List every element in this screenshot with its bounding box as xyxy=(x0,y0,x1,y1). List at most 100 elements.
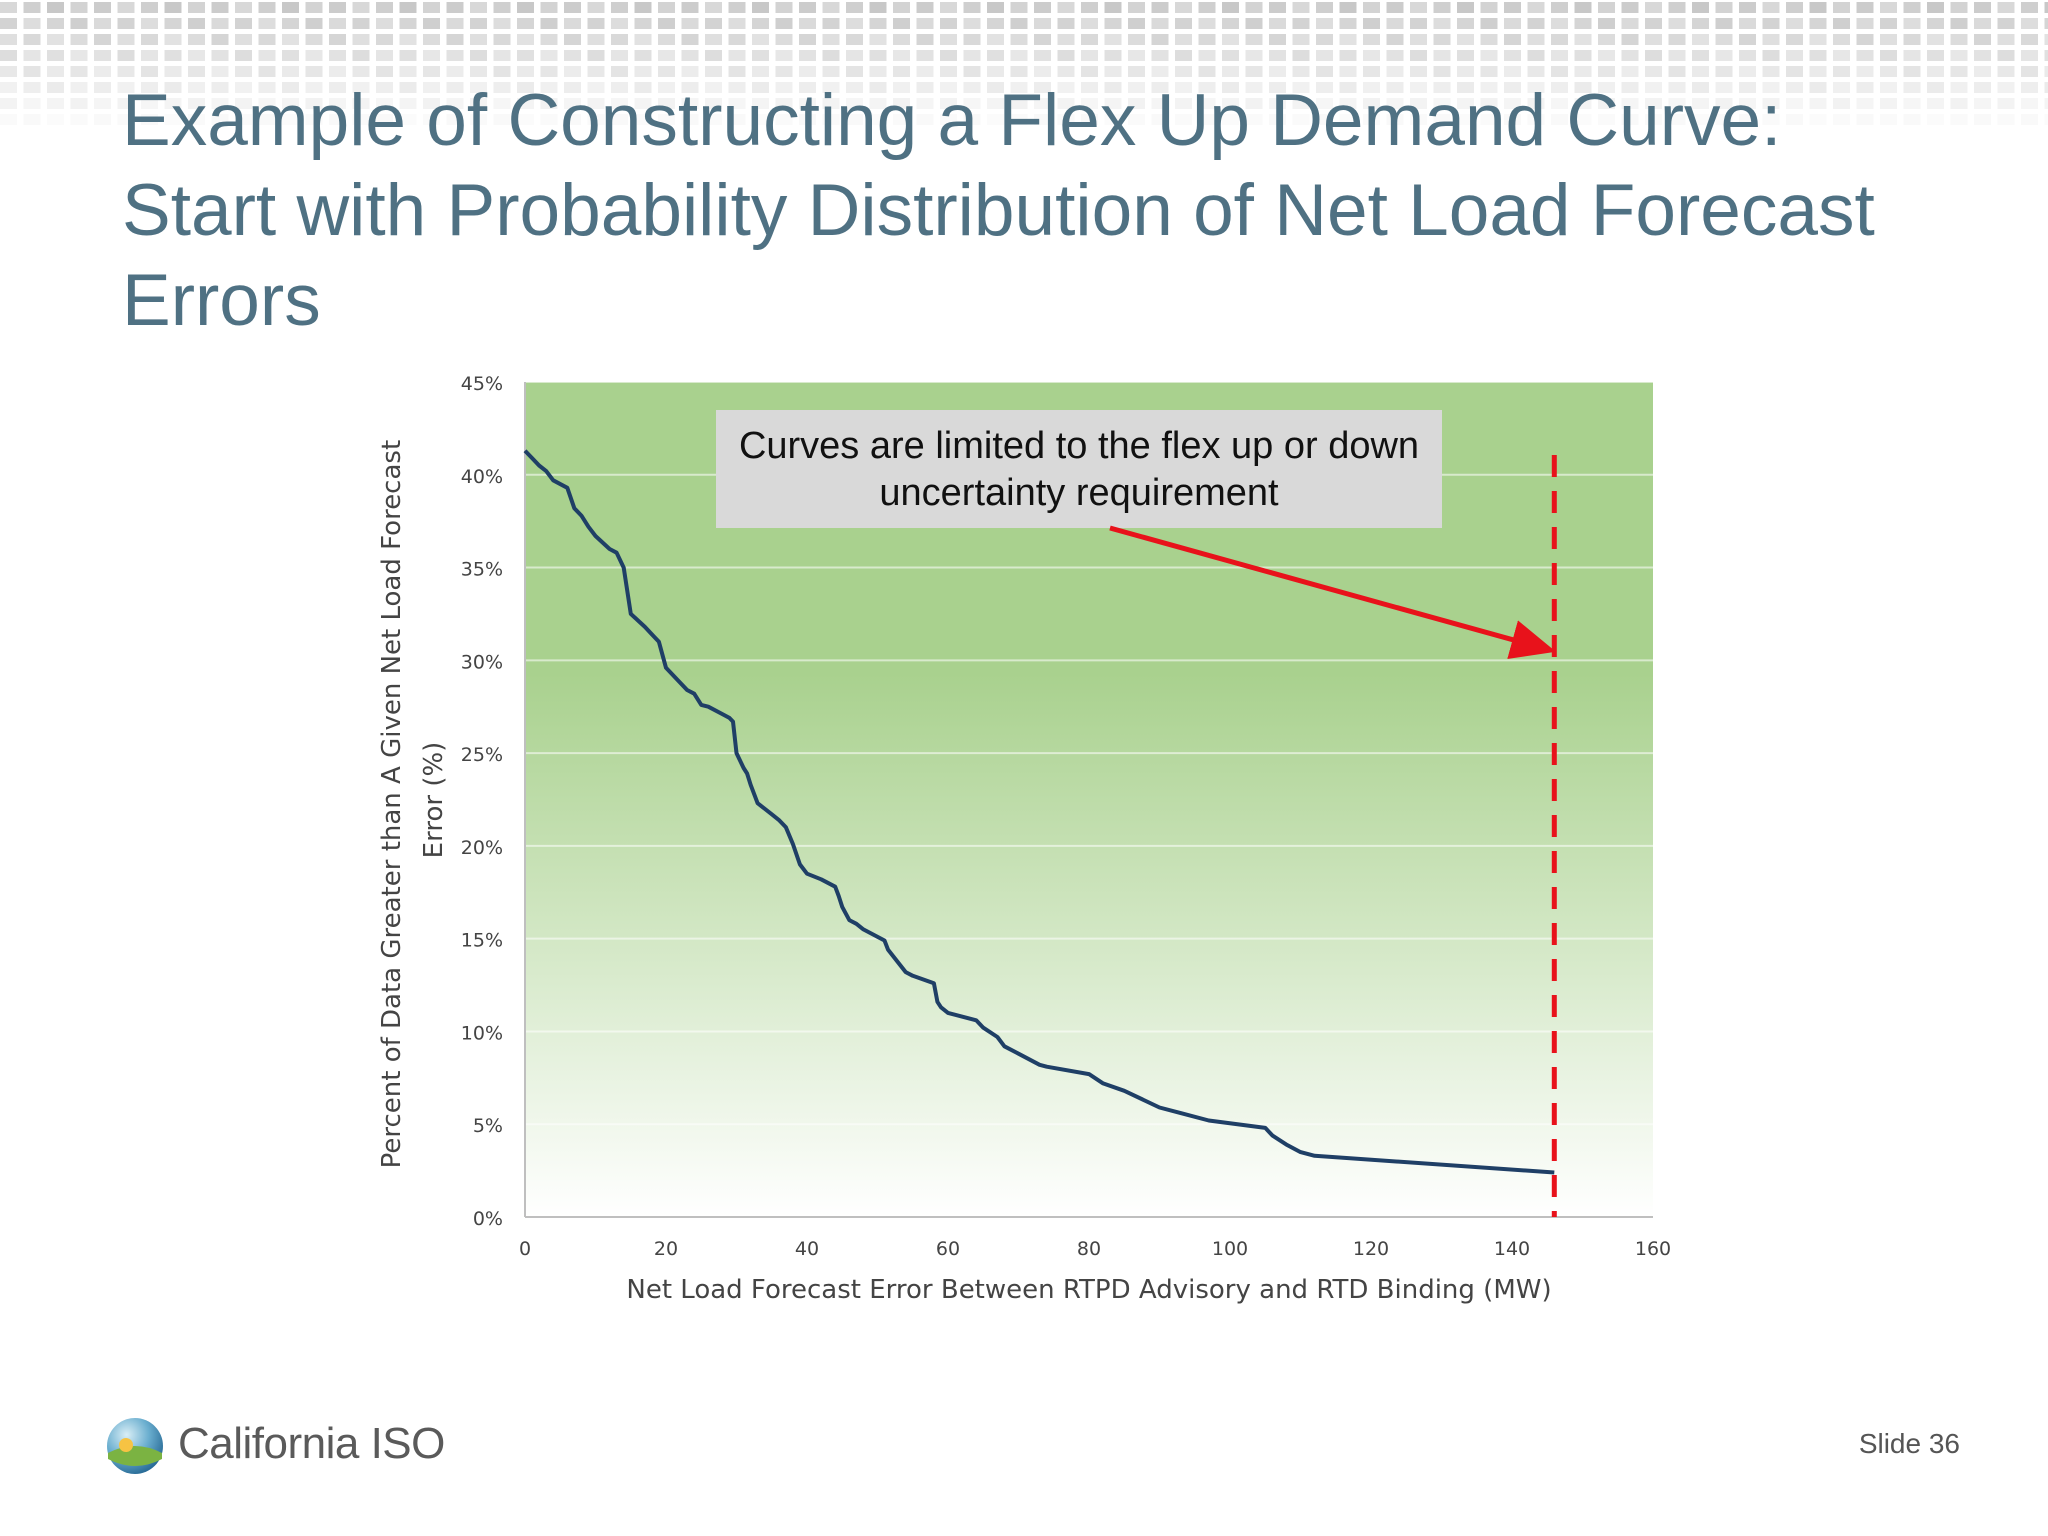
header-pattern-tile xyxy=(587,34,605,45)
header-pattern-tile xyxy=(1927,18,1944,29)
header-pattern-tile xyxy=(1316,34,1333,45)
header-pattern-tile xyxy=(1715,2,1733,13)
header-pattern-tile xyxy=(329,98,346,109)
header-pattern-tile xyxy=(1175,18,1192,29)
y-tick-label: 15% xyxy=(461,930,503,952)
header-pattern-tile xyxy=(1645,66,1662,77)
callout-box: Curves are limited to the flex up or dow… xyxy=(716,410,1442,528)
header-pattern-tile xyxy=(987,114,1004,125)
header-pattern-tile xyxy=(1198,82,1216,93)
header-pattern-tile xyxy=(681,66,699,77)
header-pattern-tile xyxy=(822,34,840,45)
header-pattern-tile xyxy=(1833,114,1850,125)
header-pattern-tile xyxy=(2044,82,2048,93)
header-pattern-tile xyxy=(1339,98,1357,109)
header-pattern-tile xyxy=(1645,82,1662,93)
header-pattern-tile xyxy=(446,18,464,29)
header-pattern-tile xyxy=(188,34,205,45)
header-pattern-tile xyxy=(1551,34,1568,45)
header-pattern-tile xyxy=(305,34,323,45)
slide-title-line-1: Example of Constructing a Flex Up Demand… xyxy=(122,80,1782,161)
header-pattern-tile xyxy=(1151,34,1169,45)
header-pattern-tile xyxy=(141,2,158,13)
header-pattern-tile xyxy=(1715,34,1733,45)
header-pattern-tile xyxy=(2044,34,2048,45)
header-pattern-tile xyxy=(1715,50,1733,61)
header-pattern-tile xyxy=(188,66,205,77)
header-pattern-tile xyxy=(634,98,652,109)
header-pattern-tile xyxy=(1245,18,1263,29)
header-pattern-tile xyxy=(846,82,863,93)
header-pattern-tile xyxy=(1574,66,1592,77)
header-pattern-tile xyxy=(564,82,581,93)
header-pattern-tile xyxy=(1104,50,1122,61)
header-pattern-tile xyxy=(94,18,111,29)
header-pattern-tile xyxy=(681,18,699,29)
header-pattern-tile xyxy=(0,2,17,13)
header-pattern-tile xyxy=(1856,50,1874,61)
header-pattern-tile xyxy=(399,50,417,61)
header-pattern-tile xyxy=(940,98,957,109)
header-pattern-tile xyxy=(47,66,64,77)
header-pattern-tile xyxy=(987,82,1004,93)
header-pattern-tile xyxy=(235,18,252,29)
header-pattern-tile xyxy=(1692,50,1709,61)
header-pattern-tile xyxy=(1997,82,2015,93)
header-pattern-tile xyxy=(1245,50,1263,61)
header-pattern-tile xyxy=(1786,34,1803,45)
header-pattern-tile xyxy=(1269,82,1286,93)
header-pattern-tile xyxy=(893,114,910,125)
header-pattern-tile xyxy=(963,98,981,109)
header-pattern-tile xyxy=(1151,2,1169,13)
header-pattern-tile xyxy=(1316,2,1333,13)
header-pattern-tile xyxy=(1551,66,1568,77)
header-pattern-tile xyxy=(141,66,158,77)
header-pattern-tile xyxy=(1222,98,1239,109)
header-pattern-tile xyxy=(705,18,722,29)
header-pattern-tile xyxy=(1621,34,1639,45)
callout-background xyxy=(716,410,1442,528)
header-pattern-tile xyxy=(564,34,581,45)
header-pattern-tile xyxy=(423,114,440,125)
header-pattern-tile xyxy=(1339,34,1357,45)
header-pattern-tile xyxy=(1010,98,1028,109)
header-pattern-tile xyxy=(1504,66,1521,77)
header-pattern-tile xyxy=(1410,2,1427,13)
header-pattern-tile xyxy=(1715,82,1733,93)
header-pattern-tile xyxy=(1057,66,1075,77)
header-pattern-tile xyxy=(164,34,182,45)
header-pattern-tile xyxy=(1198,18,1216,29)
header-pattern-tile xyxy=(1339,82,1357,93)
header-pattern-tile xyxy=(1480,98,1498,109)
header-pattern-tile xyxy=(376,98,393,109)
axes xyxy=(524,382,1653,1218)
header-pattern-tile xyxy=(352,18,370,29)
header-pattern-tile xyxy=(282,50,299,61)
header-pattern-tile xyxy=(0,66,17,77)
header-pattern-tile xyxy=(752,2,769,13)
header-pattern-tile xyxy=(376,66,393,77)
header-pattern-tile xyxy=(634,34,652,45)
header-pattern-tile xyxy=(1480,34,1498,45)
header-pattern-tile xyxy=(658,66,675,77)
header-pattern-tile xyxy=(1245,98,1263,109)
header-pattern-tile xyxy=(1833,34,1850,45)
header-pattern-tile xyxy=(0,82,17,93)
header-pattern-tile xyxy=(1598,66,1615,77)
header-pattern-tile xyxy=(1081,50,1098,61)
header-pattern-tile xyxy=(893,82,910,93)
header-pattern-tile xyxy=(1715,66,1733,77)
header-pattern-tile xyxy=(1175,114,1192,125)
header-pattern-tile xyxy=(587,114,605,125)
header-pattern-tile xyxy=(1927,50,1944,61)
header-pattern-tile xyxy=(446,66,464,77)
header-pattern-tile xyxy=(305,114,323,125)
header-pattern-tile xyxy=(446,82,464,93)
header-pattern-tile xyxy=(1856,82,1874,93)
header-pattern-tile xyxy=(446,114,464,125)
header-pattern-tile xyxy=(258,82,276,93)
header-pattern-tile xyxy=(423,18,440,29)
header-pattern-tile xyxy=(235,82,252,93)
header-pattern-tile xyxy=(1997,2,2015,13)
header-pattern-tile xyxy=(1057,18,1075,29)
